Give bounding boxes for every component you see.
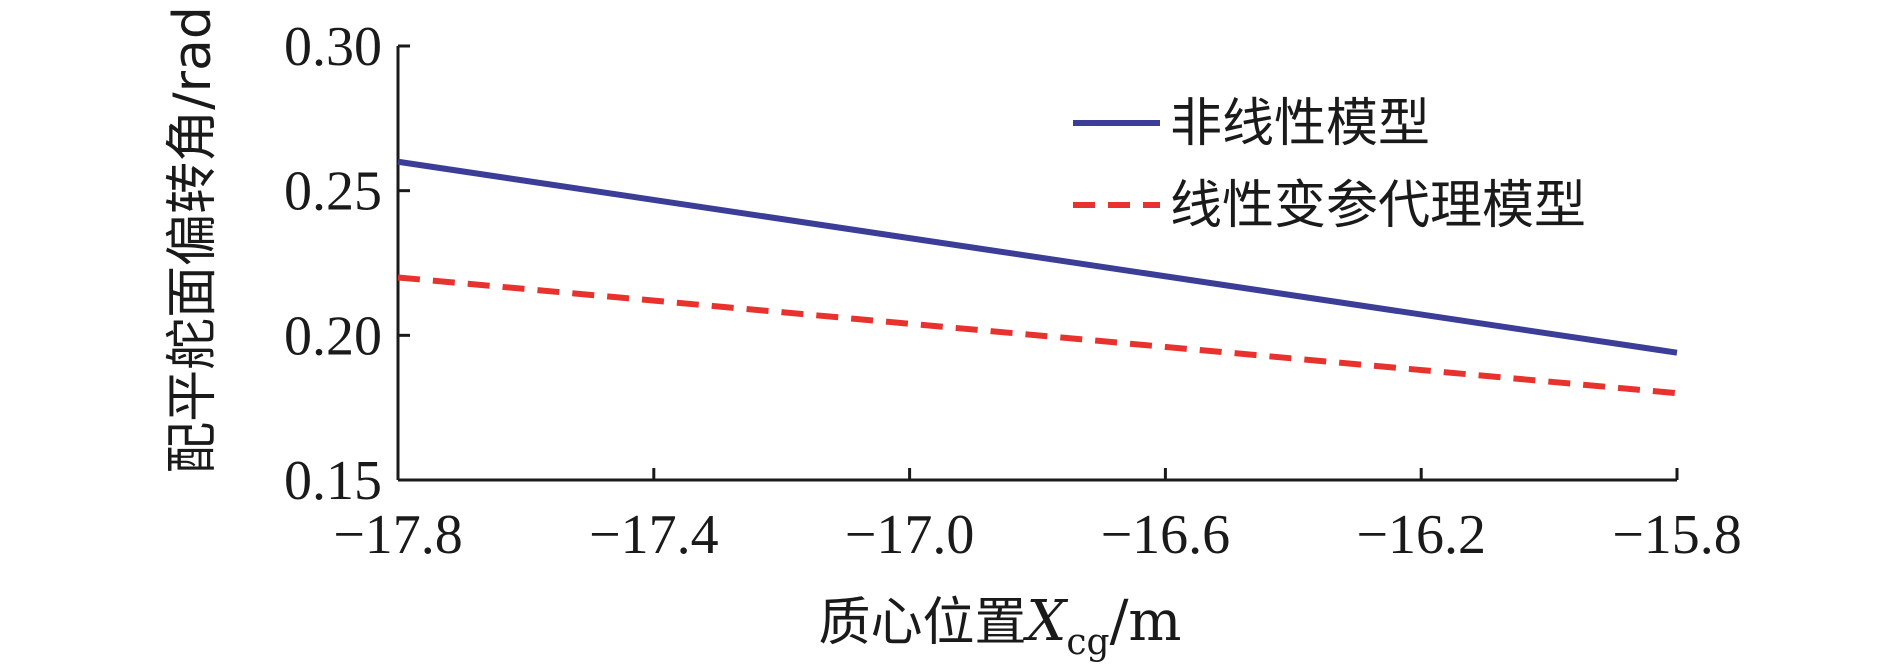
x-axis-title-sub: cg	[1066, 622, 1109, 663]
y-tick-label: 0.30	[284, 16, 382, 78]
y-axis-title: 配平舵面偏转角/rad	[163, 6, 223, 474]
legend-label: 线性变参代理模型	[1170, 176, 1586, 236]
y-tick-label: 0.25	[284, 161, 382, 223]
x-tick-label: −17.8	[333, 504, 463, 566]
x-tick-label: −17.0	[845, 504, 975, 566]
x-tick-label: −17.4	[589, 504, 719, 566]
x-tick-label: −15.8	[1612, 504, 1742, 566]
y-tick-label: 0.20	[284, 305, 382, 367]
x-tick-label: −16.2	[1356, 504, 1486, 566]
x-axis-title-var: X	[1022, 589, 1068, 654]
x-axis-title-prefix: 质心位置	[818, 593, 1026, 653]
series-line-nonlinear	[397, 158, 1678, 356]
series-line-lpv	[397, 274, 1678, 397]
plot-area: −17.8 −17.4 −17.0 −16.6 −16.2 −15.8 0.15 0.20 0.…	[284, 16, 1742, 566]
legend-label: 非线性模型	[1170, 94, 1430, 154]
x-tick-label: −16.6	[1101, 504, 1231, 566]
x-axis-title-suffix: /m	[1110, 589, 1182, 654]
x-axis-title: 质心位置Xcg/m	[818, 589, 1181, 663]
y-tick-label: 0.15	[284, 450, 382, 512]
